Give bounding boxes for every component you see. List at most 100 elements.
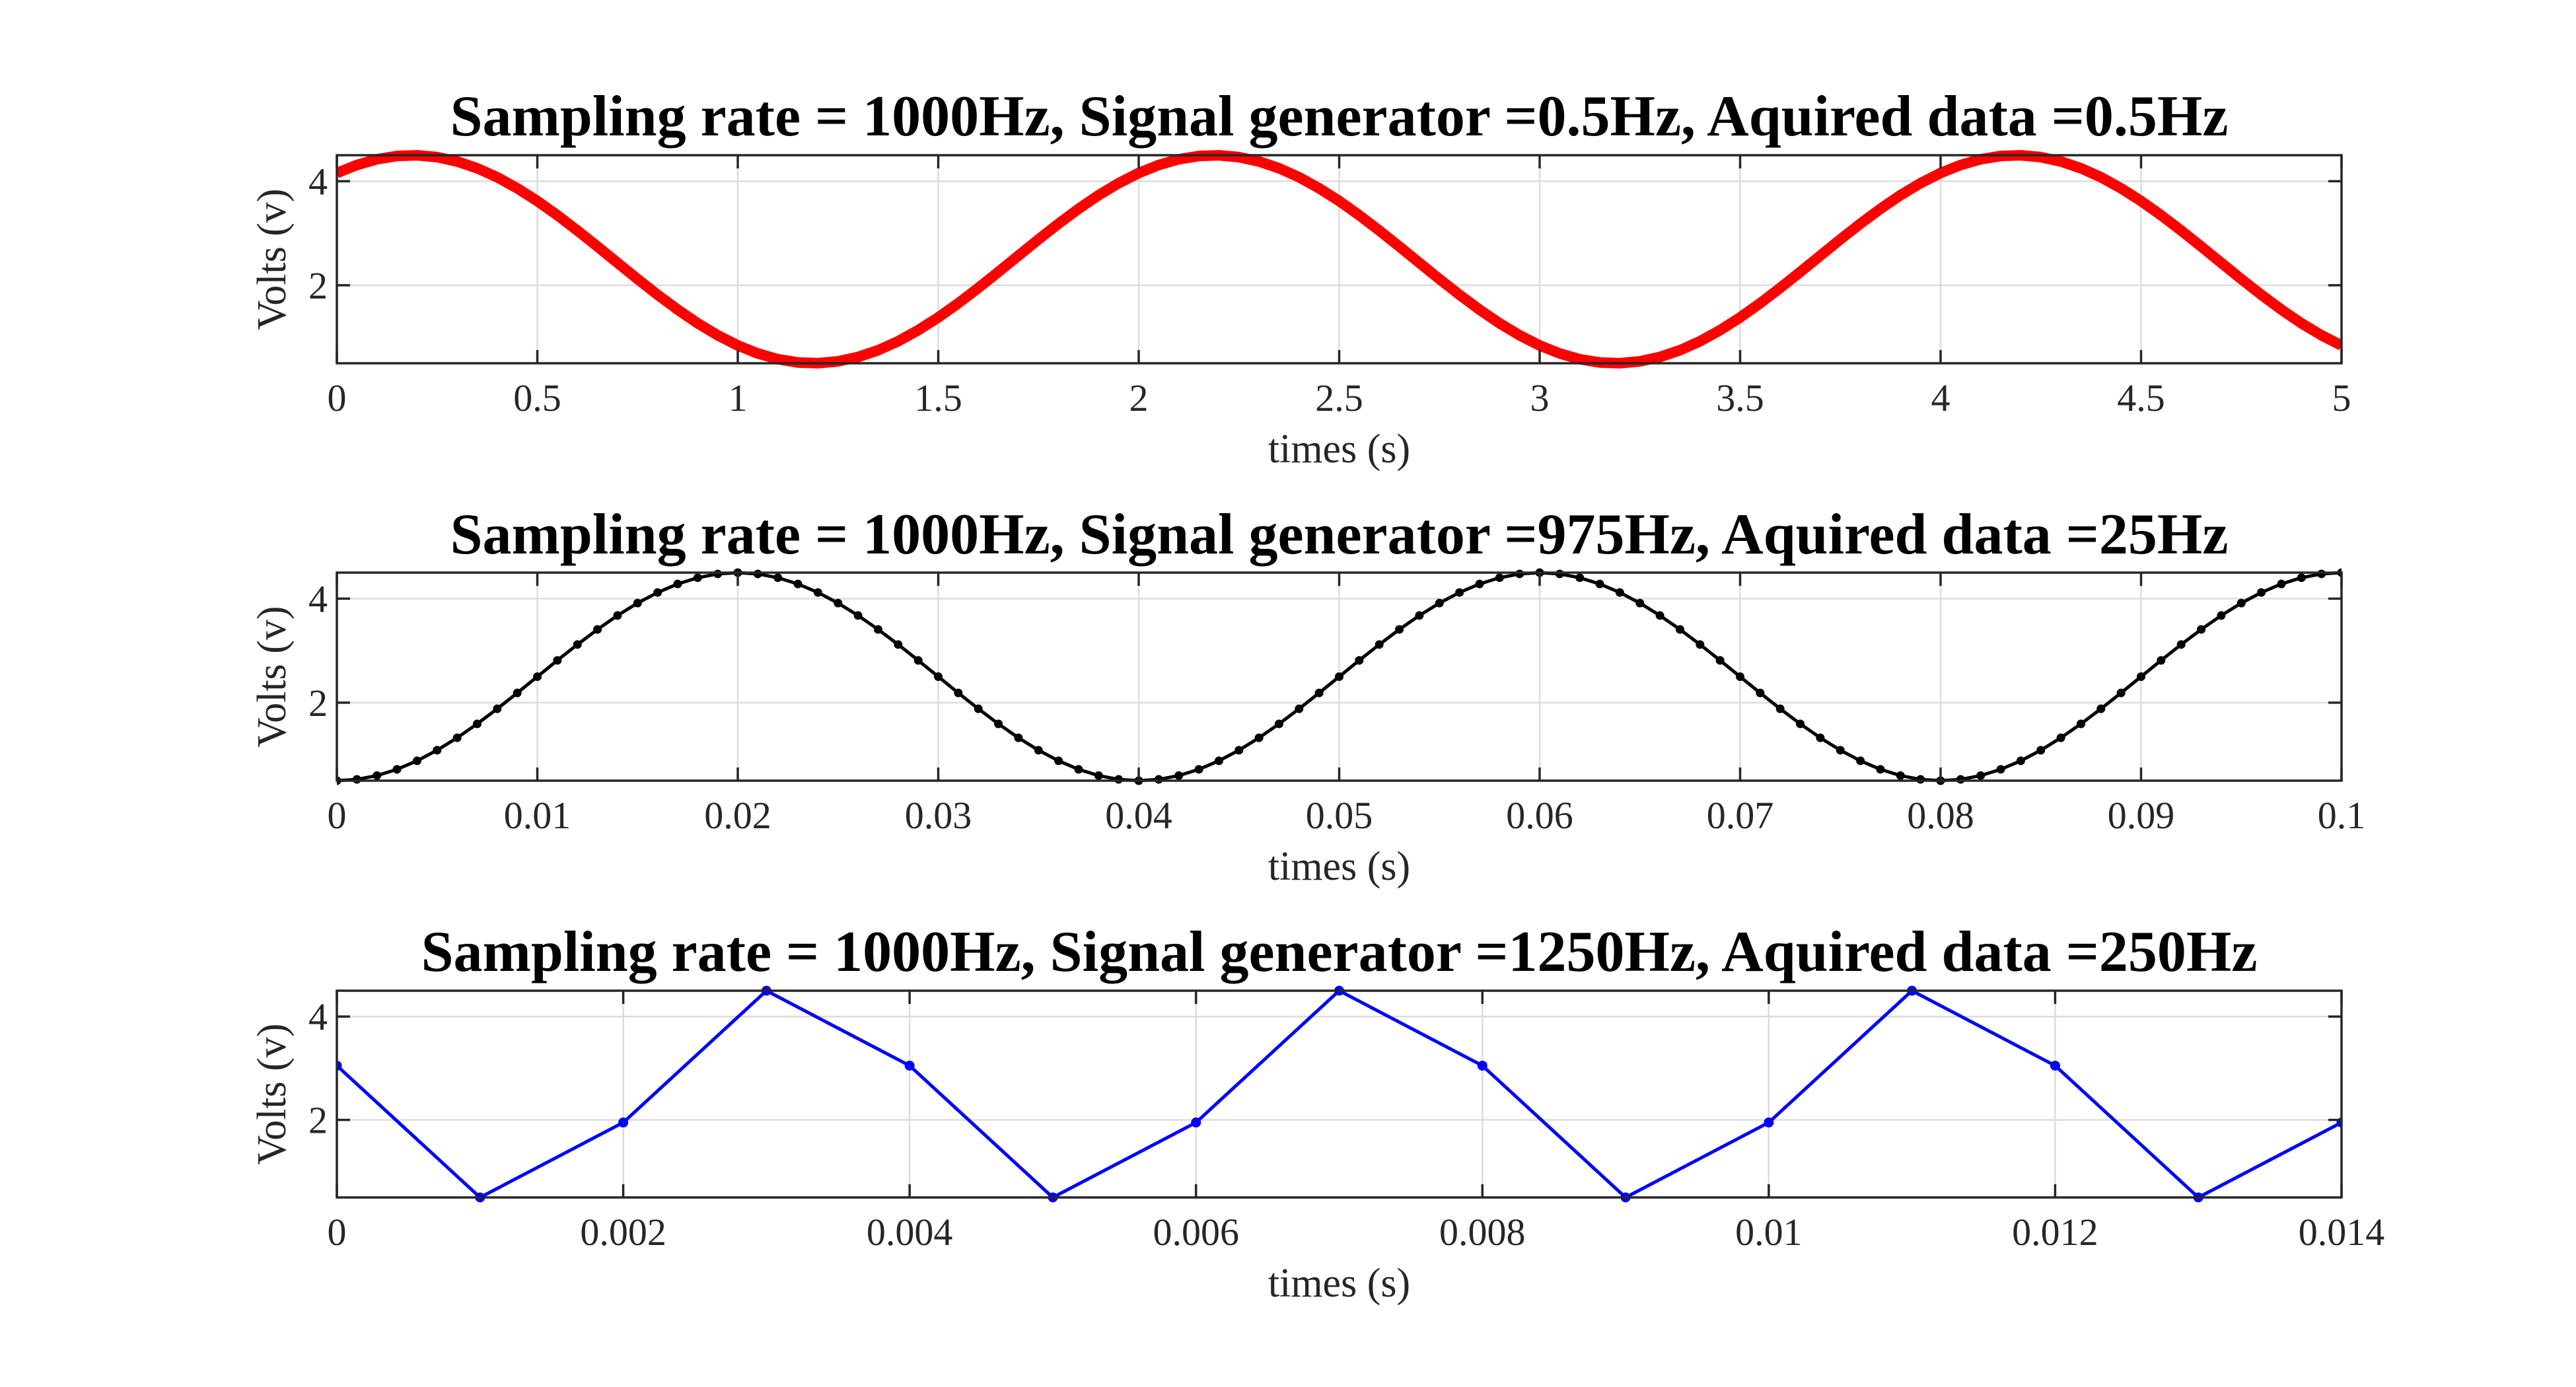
data-point (2050, 1060, 2060, 1071)
data-point (1555, 569, 1564, 579)
x-tick-label: 0.06 (1506, 794, 1573, 837)
data-point (1655, 611, 1664, 620)
data-point (1836, 746, 1845, 755)
data-point (2297, 573, 2306, 583)
data-point (1214, 756, 1223, 765)
data-point (1234, 746, 1244, 755)
x-tick-label: 4 (1931, 376, 1950, 419)
x-tick-label: 3 (1530, 376, 1550, 419)
subplot-1: 0 0.5 1 1.5 2 2.5 3 3.5 4 4.5 5 2 4 times (s) Volts (v… (250, 85, 2351, 472)
data-point (1094, 771, 1103, 780)
data-point (994, 719, 1003, 729)
data-point (793, 579, 803, 588)
axes-box (336, 989, 2343, 1199)
data-point (1254, 733, 1264, 742)
data-point (373, 771, 382, 780)
data-point (533, 672, 542, 681)
data-point (1475, 579, 1484, 588)
data-point (1635, 598, 1645, 608)
data-point (1415, 611, 1424, 620)
data-point (1074, 765, 1083, 774)
data-point (1375, 640, 1384, 649)
data-point (1114, 775, 1124, 784)
data-point (2076, 719, 2085, 729)
data-point (1675, 625, 1684, 634)
x-tick-label: 0.03 (905, 794, 972, 837)
data-point (337, 1060, 342, 1071)
data-point (1355, 656, 1364, 665)
data-point (1515, 569, 1524, 579)
data-point (2096, 704, 2106, 713)
data-point (1715, 656, 1725, 665)
x-tick-label: 0.002 (580, 1211, 666, 1254)
data-point (2137, 672, 2145, 681)
data-point (1154, 775, 1163, 784)
data-point (1054, 756, 1063, 765)
x-tick-label: 0.01 (504, 794, 571, 837)
data-point (2236, 598, 2246, 608)
data-point (1775, 704, 1785, 713)
y-tick-label: 4 (308, 160, 328, 203)
data-point (593, 625, 602, 634)
data-point (813, 588, 822, 597)
x-tick-label: 0.04 (1105, 794, 1172, 837)
y-axis-label: Volts (v) (250, 1023, 295, 1164)
y-tick-label: 2 (308, 264, 328, 307)
data-point (352, 775, 361, 784)
x-tick-label: 5 (2332, 376, 2351, 419)
data-point (452, 733, 462, 742)
data-point (1034, 746, 1043, 755)
data-point (1575, 573, 1585, 583)
data-point (853, 611, 863, 620)
data-point (513, 688, 522, 697)
data-point (1976, 771, 1986, 780)
data-point (1916, 775, 1925, 784)
x-tick-label: 0.07 (1707, 794, 1774, 837)
x-tick-label: 0.014 (2299, 1211, 2385, 1254)
y-tick-label: 4 (308, 577, 328, 620)
y-tick-label: 4 (308, 995, 328, 1038)
x-tick-label: 2 (1129, 376, 1149, 419)
data-point (673, 579, 682, 588)
x-tick-label: 0.02 (704, 794, 771, 837)
data-point (913, 656, 923, 665)
data-point (1816, 733, 1825, 742)
data-point (1856, 756, 1865, 765)
data-point (1314, 688, 1324, 697)
data-point (1335, 672, 1343, 681)
data-point (834, 598, 843, 608)
x-tick-label: 0.09 (2108, 794, 2175, 837)
y-axis-label: Volts (v) (250, 606, 295, 747)
data-point (412, 756, 421, 765)
x-tick-label: 0.008 (1439, 1211, 1526, 1254)
x-tick-label: 0.05 (1306, 794, 1373, 837)
data-point (1696, 640, 1705, 649)
data-point (773, 573, 783, 583)
data-point (1194, 765, 1203, 774)
data-point (1764, 1118, 1774, 1128)
x-tick-label: 2.5 (1315, 376, 1363, 419)
data-point (472, 719, 482, 729)
x-tick-label: 1 (729, 376, 748, 419)
data-point (1174, 771, 1184, 780)
data-point (1435, 598, 1444, 608)
data-point (2176, 640, 2186, 649)
data-point (2036, 746, 2046, 755)
chart-title: Sampling rate = 1000Hz, Signal generator… (450, 85, 2229, 149)
data-point (1896, 771, 1905, 780)
data-point (894, 640, 903, 649)
data-point (633, 598, 642, 608)
data-point (713, 569, 723, 579)
subplot-3: 0 0.002 0.004 0.006 0.008 0.01 0.012 0.014 2 4 tim… (250, 920, 2384, 1306)
data-point (2257, 588, 2266, 597)
data-point (954, 688, 963, 697)
chart-title: Sampling rate = 1000Hz, Signal generator… (421, 920, 2258, 984)
x-axis-label: times (s) (1268, 1261, 1410, 1306)
data-point (904, 1060, 915, 1071)
data-point (2197, 625, 2206, 634)
data-point (1956, 775, 1965, 784)
data-point (493, 704, 502, 713)
data-point (2116, 688, 2126, 697)
data-point (2217, 611, 2226, 620)
